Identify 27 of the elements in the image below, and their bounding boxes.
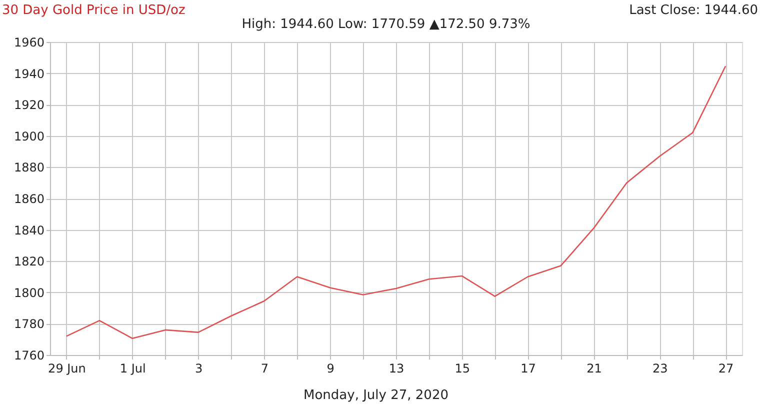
x-tick-label: 13 bbox=[388, 362, 404, 376]
x-tick-label: 1 Jul bbox=[120, 362, 146, 376]
x-tick-label: 7 bbox=[260, 362, 269, 376]
y-tick-label: 1780 bbox=[14, 317, 44, 332]
x-tick-label: 9 bbox=[326, 362, 334, 376]
text: Monday, July 27, 2020 bbox=[304, 388, 448, 403]
y-tick-label: 1860 bbox=[14, 192, 44, 206]
y-tick-label: 1900 bbox=[14, 129, 44, 144]
x-tick-label: 17 bbox=[520, 362, 536, 376]
y-tick-label: 1820 bbox=[14, 254, 44, 269]
y-tick-label: 1920 bbox=[14, 98, 44, 112]
y-tick-label: 1960 bbox=[14, 36, 44, 50]
y-tick-label: 1760 bbox=[14, 348, 44, 362]
y-tick-label: 1800 bbox=[14, 286, 44, 300]
x-tick-label: 23 bbox=[652, 362, 668, 376]
y-tick-label: 1840 bbox=[14, 223, 44, 238]
chart-subtitle: High: 1944.60 Low: 1770.59 ▲172.50 9.73% bbox=[242, 17, 530, 32]
y-tick-label: 1940 bbox=[14, 66, 44, 81]
x-tick-label: 3 bbox=[194, 362, 203, 376]
x-tick-label: 15 bbox=[454, 362, 470, 376]
x-tick-label: 21 bbox=[586, 362, 602, 376]
text: Last Close: 1944.60 bbox=[629, 3, 758, 18]
x-tick-label: 27 bbox=[718, 362, 734, 376]
x-tick-label: 29 Jun bbox=[48, 362, 86, 376]
line-series bbox=[66, 65, 726, 340]
chart-title: 30 Day Gold Price in USD/oz bbox=[2, 3, 186, 18]
y-tick-label: 1880 bbox=[14, 160, 44, 175]
